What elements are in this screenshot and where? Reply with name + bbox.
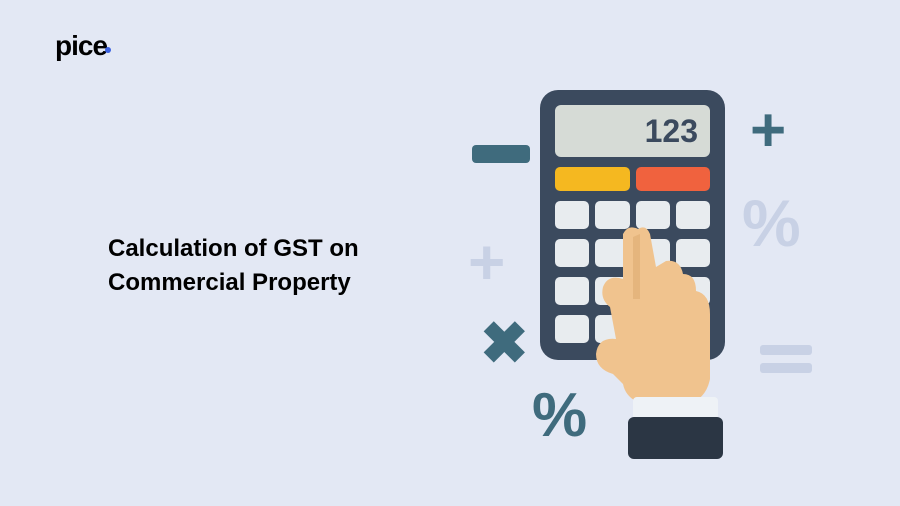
calculator-display: 123 — [555, 105, 710, 157]
plus-dark-icon: + — [750, 100, 786, 162]
heading-line2: Commercial Property — [108, 269, 351, 296]
plus-light-icon: + — [468, 230, 505, 294]
calc-btn-orange — [636, 167, 711, 191]
brand-name: pice — [55, 30, 107, 61]
brand-dot-icon — [105, 47, 111, 53]
multiply-icon: ✖ — [480, 315, 529, 373]
heading-line1: Calculation of GST on — [108, 235, 359, 262]
calc-btn — [555, 239, 589, 267]
hand-palm — [596, 227, 710, 404]
brand-logo: pice — [55, 30, 111, 62]
hand-graphic — [588, 219, 768, 449]
calc-btn-yellow — [555, 167, 630, 191]
calc-btn — [555, 277, 589, 305]
calc-btn — [555, 315, 589, 343]
page-title: Calculation of GST on Commercial Propert… — [108, 232, 359, 299]
calc-btn — [555, 201, 589, 229]
illustration-container: + ✖ % + % 123 — [440, 85, 860, 465]
hand-sleeve — [628, 417, 723, 459]
percent-dark-icon: % — [532, 385, 587, 447]
calc-row-1 — [555, 167, 710, 191]
calculator-display-value: 123 — [645, 113, 698, 150]
hand-finger-shadow — [633, 234, 640, 299]
minus-icon — [472, 145, 530, 163]
